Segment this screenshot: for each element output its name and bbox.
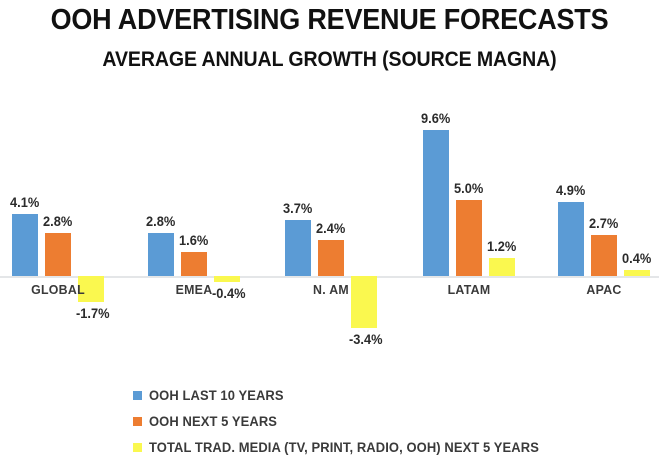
value-label-apac-series-1: 4.9% <box>556 182 586 198</box>
legend-label-2: OOH NEXT 5 YEARS <box>149 413 278 429</box>
value-label-apac-series-2: 2.7% <box>589 215 619 231</box>
value-label-emea-series-2: 1.6% <box>179 232 209 248</box>
value-label-apac-series-3: 0.4% <box>622 250 652 266</box>
value-label-latam-series-1: 9.6% <box>421 111 451 127</box>
bar-n-am-series-1 <box>285 219 311 276</box>
legend-swatch-icon-2 <box>133 416 142 426</box>
legend-item-2[interactable]: OOH NEXT 5 YEARS <box>133 408 633 434</box>
value-label-global-series-2: 2.8% <box>43 214 73 230</box>
bar-latam-series-2 <box>456 200 482 276</box>
chart-legend: OOH LAST 10 YEARS OOH NEXT 5 YEARS TOTAL T… <box>133 382 633 460</box>
bar-apac-series-1 <box>558 201 584 276</box>
value-label-n-am-series-3: -3.4% <box>349 331 383 347</box>
bar-emea-series-2 <box>181 251 207 276</box>
chart-title: OOH ADVERTISING REVENUE FORECASTS <box>50 4 609 36</box>
bar-global-series-2 <box>45 233 71 276</box>
category-label-emea: EMEA <box>175 282 213 297</box>
legend-label-3: TOTAL TRAD. MEDIA (TV, PRINT, RADIO, OOH… <box>149 439 539 455</box>
bar-latam-series-1 <box>423 130 449 276</box>
bar-n-am-series-3 <box>351 276 377 328</box>
bar-apac-series-3 <box>624 269 650 276</box>
value-label-latam-series-2: 5.0% <box>454 181 484 196</box>
zero-axis-line <box>0 276 659 278</box>
value-label-global-series-1: 4.1% <box>10 194 40 210</box>
category-label-latam: LATAM <box>447 282 491 297</box>
bar-latam-series-3 <box>489 257 515 276</box>
category-label-apac: APAC <box>586 282 622 297</box>
legend-item-3[interactable]: TOTAL TRAD. MEDIA (TV, PRINT, RADIO, OOH… <box>133 434 633 460</box>
value-label-emea-series-1: 2.8% <box>146 214 176 230</box>
value-label-latam-series-3: 1.2% <box>487 238 517 254</box>
bar-emea-series-1 <box>148 233 174 276</box>
bar-n-am-series-2 <box>318 239 344 276</box>
legend-swatch-icon-1 <box>133 390 142 400</box>
legend-swatch-icon-3 <box>133 442 142 452</box>
bar-apac-series-2 <box>591 234 617 276</box>
chart-subtitle: AVERAGE ANNUAL GROWTH (SOURCE MAGNA) <box>102 48 557 71</box>
bar-emea-series-3 <box>214 276 240 283</box>
value-label-n-am-series-1: 3.7% <box>283 200 313 216</box>
value-label-n-am-series-2: 2.4% <box>316 220 346 236</box>
value-label-global-series-3: -1.7% <box>76 305 110 321</box>
legend-label-1: OOH LAST 10 YEARS <box>149 387 284 403</box>
value-label-emea-series-3: -0.4% <box>212 286 246 302</box>
category-label-n-am: N. AM <box>313 282 349 297</box>
category-label-global: GLOBAL <box>31 282 85 297</box>
bar-global-series-1 <box>12 213 38 276</box>
bar-global-series-3 <box>78 276 104 302</box>
plot-area: 4.1% 2.8% -1.7% GLOBAL 2.8% 1.6% -0.4% EMEA 3.7%… <box>0 96 659 361</box>
legend-item-1[interactable]: OOH LAST 10 YEARS <box>133 382 633 408</box>
